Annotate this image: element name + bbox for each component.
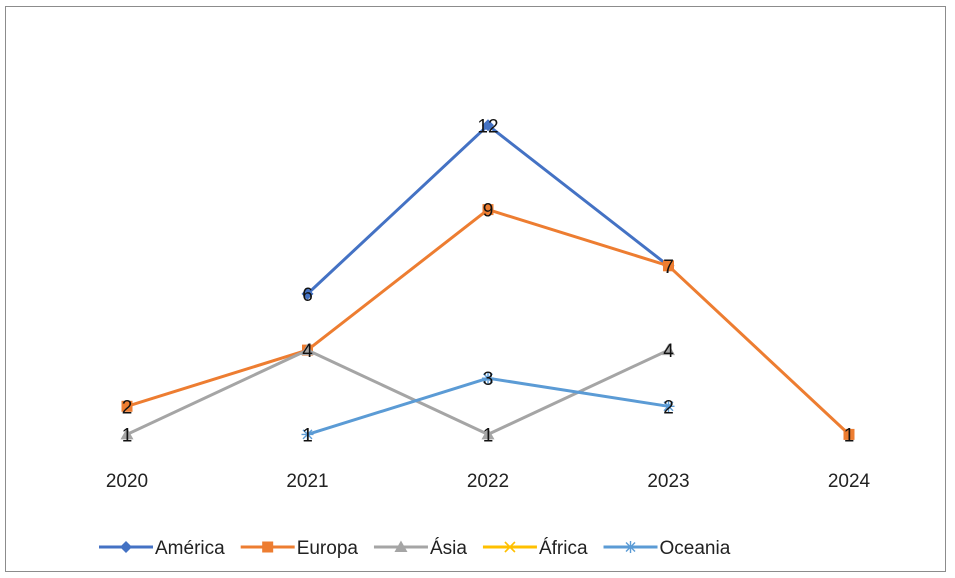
data-point-asia-2020 (120, 427, 134, 440)
data-label-oceania-2022: 3 (483, 369, 494, 390)
series-line-europa (125, 208, 851, 436)
legend-marker-america (120, 541, 132, 553)
legend-marker-asia (394, 540, 408, 552)
data-label-america-2021: 6 (302, 285, 313, 306)
legend-item-asia: Ásia (373, 538, 467, 559)
data-label-oceania-2023: 2 (663, 397, 674, 418)
data-point-europa-2024 (843, 428, 855, 440)
legend-label-america: América (155, 538, 225, 559)
legend: América Europa Ásia África Oceania (99, 538, 731, 559)
data-point-asia-2021 (301, 343, 314, 356)
x-tick-label-2021: 2021 (286, 471, 328, 492)
legend-item-america: América (99, 538, 225, 559)
data-point-oceania-2021 (301, 428, 314, 441)
data-point-asia-2022 (481, 427, 495, 440)
data-point-europa-2022 (482, 204, 494, 216)
series-oceania: 1 3 2 (301, 369, 675, 446)
data-point-america-2021 (301, 287, 314, 300)
x-tick-label-2023: 2023 (647, 471, 689, 492)
data-label-europa-2020: 2 (122, 397, 133, 418)
data-point-europa-2020 (121, 400, 133, 412)
legend-item-europa: Europa (240, 538, 359, 559)
legend-marker-oceania (624, 541, 637, 553)
legend-label-africa: África (539, 538, 588, 559)
legend-item-africa: África (482, 538, 588, 559)
data-label-asia-2022: 1 (483, 425, 494, 446)
legend-label-europa: Europa (297, 538, 359, 559)
data-label-europa-2022: 9 (483, 201, 494, 222)
x-tick-label-2020: 2020 (106, 471, 148, 492)
data-label-europa-2023: 7 (663, 257, 674, 278)
x-tick-label-2024: 2024 (828, 471, 871, 492)
data-point-europa-2023 (663, 260, 674, 272)
data-label-oceania-2021: 1 (302, 425, 313, 446)
data-label-america-2022: 12 (477, 116, 498, 137)
data-label-asia-2023: 4 (663, 341, 674, 362)
data-point-oceania-2022 (482, 372, 494, 385)
data-point-america-2022 (482, 119, 494, 132)
x-axis: 2020 2021 2022 2023 2024 (106, 471, 871, 492)
legend-label-oceania: Oceania (660, 538, 731, 559)
data-point-oceania-2023 (662, 400, 675, 413)
series-europa: 2 4 9 7 1 (121, 201, 855, 446)
legend-label-asia: Ásia (430, 538, 467, 559)
legend-marker-europa (262, 541, 274, 553)
legend-marker-africa (504, 541, 516, 553)
x-tick-label-2022: 2022 (467, 471, 509, 492)
chart-frame (5, 6, 946, 572)
data-point-asia-2023 (662, 343, 675, 356)
data-label-asia-2020: 1 (122, 425, 133, 446)
data-label-asia-2021: 4 (302, 341, 313, 362)
legend-item-oceania: Oceania (603, 538, 731, 559)
data-label-europa-2024: 1 (844, 425, 855, 446)
